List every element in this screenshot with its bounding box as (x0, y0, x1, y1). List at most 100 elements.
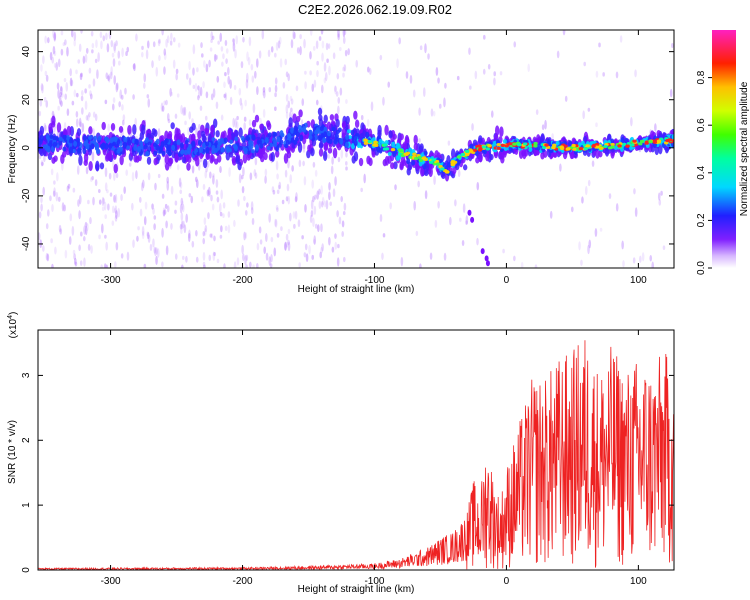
spectrogram-noise-blob (59, 91, 63, 98)
spectrogram-noise-blob (53, 180, 56, 185)
spectrogram-ridge-blob (522, 148, 527, 160)
spectrogram-noise-blob (175, 68, 179, 74)
spectrogram-noise-blob (245, 79, 249, 89)
spectrogram-noise-blob (320, 30, 324, 35)
spectrogram-x-tick-label: -100 (364, 275, 384, 286)
spectrogram-core-blob (620, 136, 625, 144)
spectrogram-noise-blob (179, 223, 183, 230)
spectrogram-noise-blob (465, 214, 469, 225)
spectrogram-noise-blob (180, 220, 184, 230)
spectrogram-noise-blob (581, 196, 584, 204)
spectrogram-noise-blob (291, 165, 294, 172)
spectrogram-noise-blob (320, 200, 324, 208)
spectrogram-core-blob (93, 135, 98, 142)
spectrogram-noise-blob (222, 53, 225, 60)
spectrogram-noise-blob (276, 207, 279, 212)
spectrogram-noise-blob (107, 73, 111, 83)
spectrogram-peak-blob (591, 144, 596, 148)
spectrogram-noise-blob (289, 174, 293, 184)
spectrogram-ridge-blob (181, 156, 187, 164)
spectrogram-noise-blob (160, 102, 164, 112)
spectrogram-core-blob (108, 143, 113, 149)
spectrogram-noise-blob (80, 30, 83, 34)
spectrogram-noise-blob (315, 99, 319, 106)
spectrogram-noise-blob (271, 186, 275, 193)
spectrogram-noise-blob (210, 233, 214, 239)
spectrogram-noise-blob (325, 199, 329, 210)
spectrogram-noise-blob (78, 43, 82, 52)
spectrogram-noise-blob (88, 67, 92, 74)
spectrogram-core-blob (248, 140, 253, 147)
spectrogram-core-blob (624, 137, 629, 144)
spectrogram-noise-blob (118, 60, 121, 66)
spectrogram-noise-blob (223, 93, 227, 99)
spectrogram-noise-blob (311, 83, 315, 92)
spectrogram-noise-blob (144, 201, 148, 210)
spectrogram-noise-blob (316, 190, 319, 200)
spectrogram-noise-blob (331, 246, 335, 253)
spectrogram-core-blob (52, 141, 57, 148)
spectrogram-noise-blob (615, 71, 619, 79)
spectrogram-core-blob (317, 135, 322, 142)
spectrogram-core-blob (258, 139, 263, 144)
spectrogram-noise-blob (78, 244, 81, 252)
spectrogram-peak-blob (472, 148, 477, 152)
spectrogram-noise-blob (321, 84, 324, 94)
spectrogram-noise-blob (52, 45, 56, 55)
spectrogram-noise-blob (474, 70, 478, 80)
spectrogram-core-blob (387, 151, 392, 157)
spectrogram-noise-blob (262, 108, 266, 118)
spectrogram-noise-blob (199, 86, 203, 97)
spectrogram-noise-blob (192, 44, 196, 55)
spectrogram-noise-blob (327, 153, 331, 159)
spectrogram-noise-blob (222, 202, 226, 209)
spectrogram-noise-blob (128, 162, 132, 167)
spectrogram-noise-blob (244, 210, 248, 216)
spectrogram-noise-blob (276, 233, 280, 238)
spectrogram-noise-blob (290, 39, 294, 49)
spectrogram-noise-blob (125, 169, 128, 176)
spectrogram-ridge-blob (292, 113, 297, 124)
spectrogram-ridge-blob (66, 125, 72, 137)
spectrogram-noise-blob (400, 256, 404, 267)
spectrogram-peak-blob (523, 142, 528, 146)
spectrogram-noise-blob (336, 210, 339, 218)
spectrogram-noise-blob (75, 110, 79, 118)
spectrogram-ridge-blob (53, 155, 58, 162)
spectrogram-ridge-blob (209, 154, 214, 164)
spectrogram-noise-blob (295, 85, 299, 92)
spectrogram-noise-blob (132, 94, 135, 100)
spectrogram-noise-blob (181, 264, 184, 268)
spectrogram-noise-blob (87, 114, 90, 122)
spectrogram-noise-blob (78, 194, 82, 205)
spectrogram-noise-blob (584, 185, 588, 196)
spectrogram-noise-blob (57, 105, 60, 111)
spectrogram-noise-blob (337, 30, 340, 38)
spectrogram-core-blob (346, 129, 351, 134)
spectrogram-noise-blob (424, 190, 428, 200)
spectrogram-x-tick-label: -300 (101, 275, 121, 286)
spectrogram-noise-blob (297, 219, 301, 228)
spectrogram-noise-blob (101, 196, 105, 207)
spectrogram-noise-blob (417, 180, 420, 188)
spectrogram-ridge-blob (310, 147, 315, 157)
spectrogram-noise-blob (281, 199, 285, 205)
spectrogram-noise-blob (156, 248, 160, 258)
spectrogram-core-blob (147, 141, 152, 146)
spectrogram-peak-blob (397, 152, 403, 156)
spectrogram-core-blob (42, 144, 47, 149)
spectrogram-ridge-blob (297, 142, 303, 153)
spectrogram-ridge-blob (384, 124, 389, 136)
spectrogram-noise-blob (634, 207, 638, 218)
spectrogram-noise-blob (259, 239, 263, 245)
spectrogram-noise-blob (104, 182, 108, 192)
spectrogram-peak-blob (508, 142, 513, 146)
spectrogram-noise-blob (265, 252, 269, 261)
spectrogram-noise-blob (42, 186, 45, 196)
spectrogram-noise-blob (321, 196, 325, 206)
spectrogram-noise-blob (287, 228, 291, 235)
spectrogram-noise-blob (294, 210, 298, 220)
spectrogram-core-blob (226, 146, 231, 154)
spectrogram-noise-blob (502, 248, 505, 254)
spectrogram-noise-blob (262, 91, 265, 96)
